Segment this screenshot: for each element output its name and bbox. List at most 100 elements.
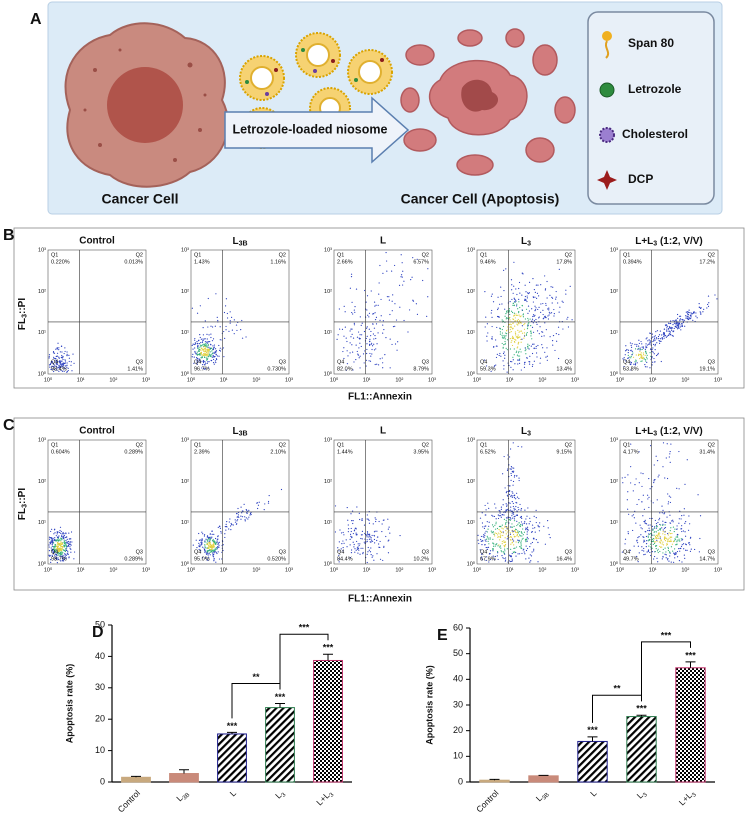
event-dot [48,544,50,546]
x-tick-label: 10⁰ [616,566,625,573]
event-dot [226,317,229,319]
y-tick-label: 10¹ [38,330,46,336]
event-dot [213,544,215,546]
event-dot [513,312,516,314]
event-dot [64,553,67,555]
event-dot [60,546,62,548]
bar [217,733,247,783]
event-dot [217,547,219,549]
event-dot [656,330,659,332]
event-dot [352,522,354,525]
event-dot [489,537,491,539]
event-dot [673,548,676,550]
bar [479,779,510,783]
x-tick-label: 10¹ [363,567,371,573]
event-dot [61,534,63,536]
event-dot [60,345,63,347]
event-dot [347,531,349,533]
event-dot [354,548,356,550]
event-dot [382,519,384,521]
event-dot [61,360,63,363]
y-tick-label: 10² [38,479,46,485]
event-dot [678,522,680,524]
quadrant-percent: 31.4% [699,449,715,455]
event-dot [496,543,498,545]
error-bar [227,731,237,734]
event-dot [525,291,527,293]
event-dot [539,326,541,328]
event-dot [512,359,514,361]
quadrant-name: Q3 [422,549,429,555]
event-dot [350,527,352,530]
event-dot [358,347,360,349]
event-dot [497,545,499,547]
event-dot [667,547,670,550]
event-dot [512,531,514,533]
y-tick-label: 10¹ [181,520,189,526]
event-dot [635,359,637,361]
event-dot [499,331,502,333]
event-dot [636,345,638,347]
event-dot [506,349,508,351]
event-dot [520,338,522,341]
event-dot [494,524,496,526]
event-dot [514,314,516,316]
event-dot [212,543,214,545]
event-dot [68,557,70,559]
event-dot [346,363,349,365]
event-dot [515,288,517,290]
event-dot [536,323,538,325]
event-dot [542,347,544,349]
event-dot [243,503,245,505]
event-dot [525,545,527,547]
event-dot [671,327,673,329]
event-dot [529,355,531,357]
quadrant-percent: 17.8% [556,259,572,265]
event-dot [212,556,215,558]
event-dot [71,370,73,372]
event-dot [204,353,206,355]
event-dot [206,539,208,541]
event-dot [58,368,60,370]
event-dot [510,279,513,281]
event-dot [349,556,351,559]
event-dot [513,544,515,546]
event-dot [202,359,205,362]
event-dot [346,546,348,548]
event-dot [368,312,371,314]
event-dot [510,560,512,563]
event-dot [511,284,513,286]
quadrant-name: Q4 [337,359,344,365]
event-dot [485,365,488,367]
event-dot [203,547,205,549]
event-dot [211,549,213,551]
event-dot [225,325,227,328]
arrow-label: Letrozole-loaded niosome [233,122,388,136]
event-dot [58,347,60,349]
event-dot [490,312,492,314]
quadrant-name: Q1 [623,252,630,258]
event-dot [511,539,513,541]
event-dot [546,359,548,361]
event-dot [514,299,517,301]
event-dot [513,304,515,307]
event-dot [698,303,700,305]
event-dot [664,324,667,326]
event-dot [525,518,527,520]
event-dot [237,507,239,510]
event-dot [214,360,216,362]
event-dot [513,297,515,299]
event-dot [196,357,199,360]
event-dot [358,544,360,547]
event-dot [51,554,53,556]
panel-letter: B [3,227,15,244]
event-dot [707,305,710,307]
event-dot [542,302,544,305]
event-dot [223,330,225,333]
event-dot [514,317,516,319]
event-dot [672,550,674,552]
event-dot [376,363,378,365]
event-dot [207,361,209,363]
event-dot [363,330,366,333]
event-dot [57,557,59,559]
